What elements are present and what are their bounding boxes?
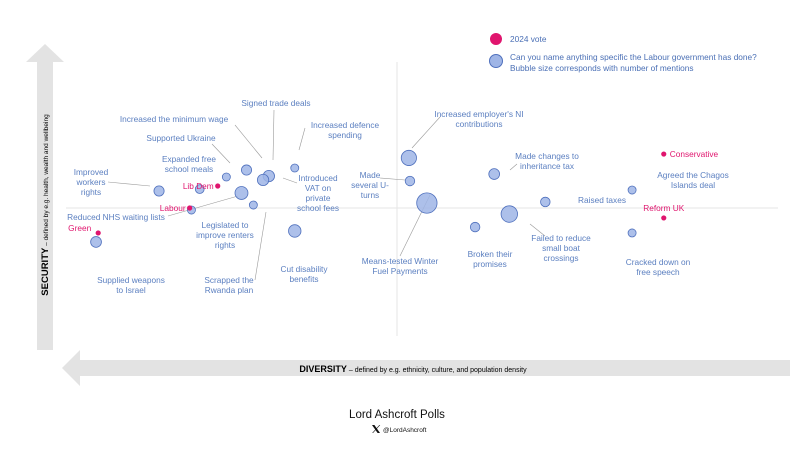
bubble-9 <box>248 200 258 210</box>
leader-line-12 <box>411 116 441 149</box>
bubble-20 <box>627 228 637 238</box>
y-axis-title: SECURITY – defined by e.g. health, wealt… <box>40 114 51 296</box>
bubble-18 <box>469 221 481 233</box>
leader-line-13 <box>379 177 406 181</box>
y-axis-arrow <box>26 44 64 350</box>
vote-label-2: Labour <box>160 203 186 213</box>
bubble-label-4: Expanded free school meals <box>162 154 216 174</box>
leader-line-3 <box>298 127 306 151</box>
bubble-label-9: Scrapped the Rwanda plan <box>204 275 254 295</box>
leader-line-0 <box>234 124 263 159</box>
y-axis-title-rest: – defined by e.g. health, wealth and wel… <box>43 114 50 248</box>
vote-point-3 <box>661 215 667 221</box>
bubble-label-7: Reduced NHS waiting lists <box>67 212 165 222</box>
bubble-3 <box>290 163 300 173</box>
labels-layer: Increased the minimum wage Signed trade d… <box>67 98 729 295</box>
legend-vote-swatch <box>490 33 502 45</box>
bubble-11 <box>90 236 102 248</box>
leader-line-15 <box>509 163 518 171</box>
bubble-17 <box>500 205 518 223</box>
x-axis-title-bold: DIVERSITY <box>299 364 347 374</box>
bubble-label-5: Improved workers rights <box>74 167 109 197</box>
bubble-label-15: Made changes to inheritance tax <box>515 151 579 171</box>
bubble-7 <box>234 186 249 200</box>
leader-lines <box>107 109 546 281</box>
bubble-label-6: Introduced VAT on private school fees <box>297 173 339 213</box>
leader-line-2 <box>211 143 231 164</box>
bubble-2 <box>221 172 231 182</box>
bubble-12 <box>400 149 417 166</box>
bubble-4 <box>194 184 205 194</box>
x-logo-icon <box>372 425 381 433</box>
bubble-label-17: Failed to reduce small boat crossings <box>531 233 591 263</box>
bubble-label-18: Broken their promises <box>468 249 513 269</box>
bubble-label-8: Legislated to improve renters rights <box>196 220 254 250</box>
vote-point-0 <box>661 151 667 157</box>
vote-point-4 <box>95 230 101 236</box>
bubble-label-10: Cut disability benefits <box>280 264 328 284</box>
x-axis-title: DIVERSITY – defined by e.g. ethnicity, c… <box>299 364 527 374</box>
bubble-label-19: Agreed the Chagos Islands deal <box>657 170 729 190</box>
vote-label-1: Lib Dem <box>183 181 214 191</box>
bubble-15 <box>488 168 501 180</box>
leader-line-17 <box>529 223 546 237</box>
x-axis-title-rest: – defined by e.g. ethnicity, culture, an… <box>347 367 527 374</box>
footer-title: Lord Ashcroft Polls <box>349 409 445 421</box>
leader-line-7 <box>167 195 239 217</box>
leader-line-9 <box>254 211 267 281</box>
bubble-0 <box>241 164 253 176</box>
legend-bubble-label-line2: Bubble size corresponds with number of m… <box>510 63 694 73</box>
bubble-label-3: Increased defence spending <box>311 120 380 140</box>
bubble-label-20: Cracked down on free speech <box>626 257 691 277</box>
leader-line-6 <box>282 177 298 184</box>
bubble-label-12: Increased employer's NI contributions <box>434 109 523 129</box>
bubble-6 <box>256 173 270 187</box>
bubble-label-16: Raised taxes <box>578 195 626 205</box>
bubble-16 <box>540 196 551 208</box>
legend-bubble-swatch <box>489 54 503 68</box>
vote-label-3: Reform UK <box>643 203 684 213</box>
bubble-14 <box>416 192 438 214</box>
bubble-label-2: Supported Ukraine <box>146 133 216 143</box>
bubble-label-14: Means-tested Winter Fuel Payments <box>362 256 439 276</box>
bubble-label-1: Signed trade deals <box>241 98 310 108</box>
bubble-label-0: Increased the minimum wage <box>120 114 229 124</box>
legend-bubble-label-line1: Can you name anything specific the Labou… <box>510 52 757 62</box>
bubble-19 <box>627 185 637 195</box>
legend-vote-label: 2024 vote <box>510 34 547 44</box>
vote-point-1 <box>215 183 221 189</box>
bubble-label-11: Supplied weapons to Israel <box>97 275 165 295</box>
leader-line-5 <box>107 181 151 187</box>
bubbles-layer <box>90 149 637 248</box>
bubble-5 <box>153 185 165 197</box>
bubble-label-13: Made several U-turns <box>351 170 389 200</box>
votes-layer <box>95 151 667 236</box>
bubble-13 <box>404 175 416 187</box>
bubble-10 <box>288 224 302 238</box>
vote-point-2 <box>187 205 193 211</box>
leader-line-1 <box>272 109 275 161</box>
footer-handle: @LordAshcroft <box>383 427 427 434</box>
y-axis-title-bold: SECURITY <box>40 247 51 296</box>
vote-label-4: Green <box>68 223 91 233</box>
x-axis-arrow <box>62 350 790 386</box>
vote-label-0: Conservative <box>670 149 719 159</box>
